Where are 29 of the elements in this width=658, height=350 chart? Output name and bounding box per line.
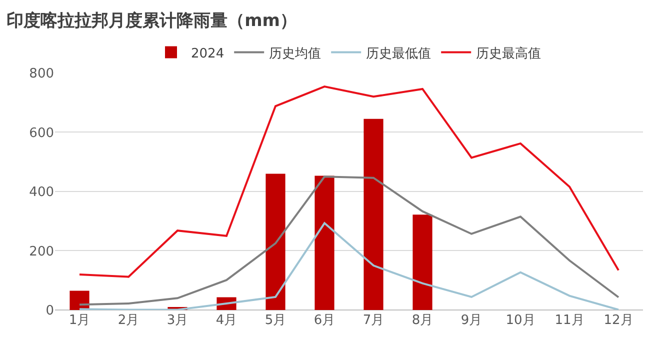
legend-label: 历史最高值: [476, 45, 542, 62]
x-tick-label: 1月: [68, 313, 90, 328]
y-tick-label: 200: [29, 244, 54, 260]
y-tick-label: 800: [29, 66, 54, 82]
line-series: [78, 86, 620, 278]
bar: [266, 174, 286, 310]
x-tick-label: 10月: [506, 313, 536, 328]
legend-label: 2024: [191, 46, 224, 62]
x-tick-label: 3月: [166, 313, 188, 328]
x-tick-label: 8月: [412, 313, 434, 328]
x-tick-label: 7月: [362, 313, 384, 328]
line-series: [78, 176, 620, 306]
x-tick-label: 12月: [604, 313, 634, 328]
y-tick-label: 400: [29, 185, 54, 200]
bar: [412, 214, 432, 310]
line-series: [78, 222, 620, 310]
x-tick-label: 5月: [264, 313, 286, 328]
y-tick-label: 0: [46, 304, 54, 319]
x-tick-label: 11月: [554, 313, 584, 328]
chart-title: 印度喀拉拉邦月度累计降雨量（mm）: [6, 10, 298, 31]
legend-label: 历史均值: [269, 46, 322, 62]
bar: [364, 118, 384, 310]
x-tick-label: 2月: [118, 313, 140, 328]
x-tick-label: 9月: [460, 313, 482, 328]
bar: [314, 176, 334, 310]
x-tick-label: 4月: [216, 313, 238, 328]
y-tick-label: 600: [29, 126, 54, 141]
legend-label: 历史最低值: [366, 46, 432, 62]
x-tick-label: 6月: [314, 313, 336, 328]
